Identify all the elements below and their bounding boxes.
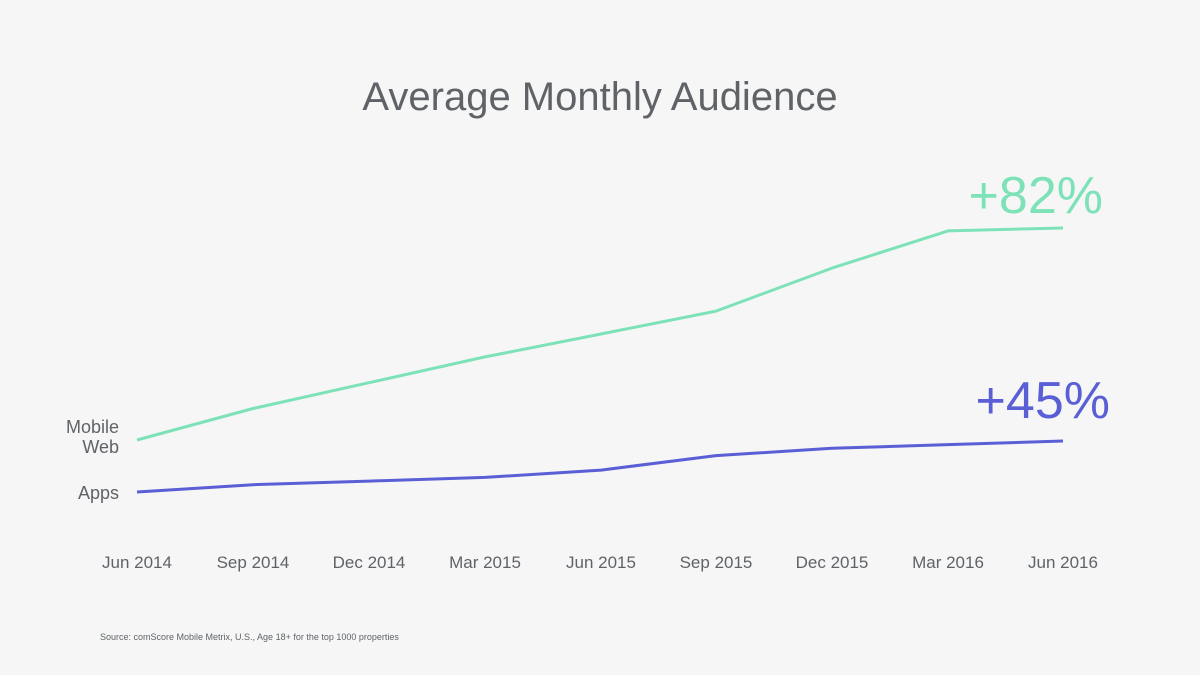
- x-tick-label: Mar 2016: [912, 553, 984, 572]
- series-label: Web: [82, 437, 119, 457]
- x-tick-label: Mar 2015: [449, 553, 521, 572]
- x-tick-label: Sep 2015: [680, 553, 753, 572]
- x-tick-label: Jun 2015: [566, 553, 636, 572]
- series-label: Mobile: [66, 417, 119, 437]
- series-line-apps: [136, 439, 1064, 494]
- x-tick-label: Dec 2014: [333, 553, 406, 572]
- change-label: +82%: [969, 167, 1103, 225]
- series-lines: [136, 226, 1064, 494]
- x-tick-label: Dec 2015: [796, 553, 869, 572]
- x-axis-ticks: Jun 2014 Sep 2014 Dec 2014 Mar 2015 Jun 2015…: [102, 553, 1098, 572]
- source-note: Source: comScore Mobile Metrix, U.S., Ag…: [100, 632, 399, 642]
- change-label: +45%: [976, 372, 1110, 430]
- x-tick-label: Jun 2014: [102, 553, 172, 572]
- change-labels: +82% +45%: [969, 167, 1110, 430]
- chart-title: Average Monthly Audience: [362, 75, 837, 119]
- series-label: Apps: [78, 483, 119, 503]
- series-line-mobile-web: [136, 226, 1064, 442]
- x-tick-label: Sep 2014: [217, 553, 290, 572]
- x-tick-label: Jun 2016: [1028, 553, 1098, 572]
